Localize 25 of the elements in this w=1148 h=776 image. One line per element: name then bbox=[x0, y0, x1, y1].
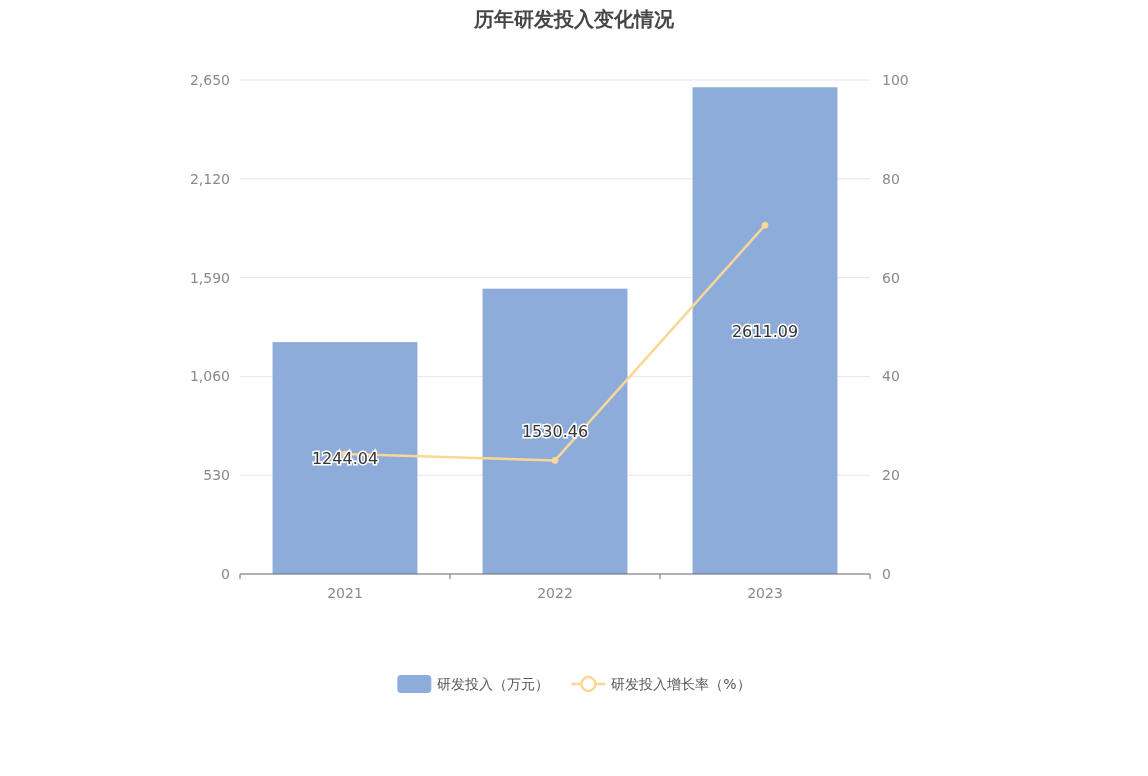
data-label: 1244.04 bbox=[311, 449, 379, 469]
chart-title: 历年研发投入变化情况 bbox=[473, 7, 675, 31]
y-tick-label: 1,590 bbox=[189, 269, 230, 286]
x-tick-label: 2022 bbox=[537, 585, 573, 601]
y2-tick-label: 20 bbox=[882, 467, 900, 484]
y2-tick-label: 40 bbox=[882, 368, 900, 385]
bar bbox=[692, 87, 838, 574]
y2-tick-label: 60 bbox=[882, 269, 900, 286]
y2-tick-label: 80 bbox=[882, 170, 900, 187]
y-tick-label: 0 bbox=[221, 566, 230, 582]
y2-tick-label: 100 bbox=[882, 72, 909, 88]
bar bbox=[482, 288, 628, 574]
y2-tick-label: 0 bbox=[882, 566, 891, 582]
y-tick-label: 2,120 bbox=[189, 170, 230, 187]
x-tick-label: 2021 bbox=[327, 585, 363, 601]
point bbox=[761, 221, 769, 229]
y-tick-label: 530 bbox=[203, 467, 230, 484]
x-tick-label: 2023 bbox=[747, 585, 783, 601]
bar bbox=[272, 342, 418, 574]
legend-label: 研发投入（万元） bbox=[437, 676, 550, 692]
legend-label: 研发投入增长率（%） bbox=[611, 676, 751, 692]
y-tick-label: 1,060 bbox=[189, 368, 230, 385]
y-tick-label: 2,650 bbox=[189, 72, 230, 88]
data-label: 2611.09 bbox=[731, 321, 799, 341]
point bbox=[551, 456, 559, 464]
